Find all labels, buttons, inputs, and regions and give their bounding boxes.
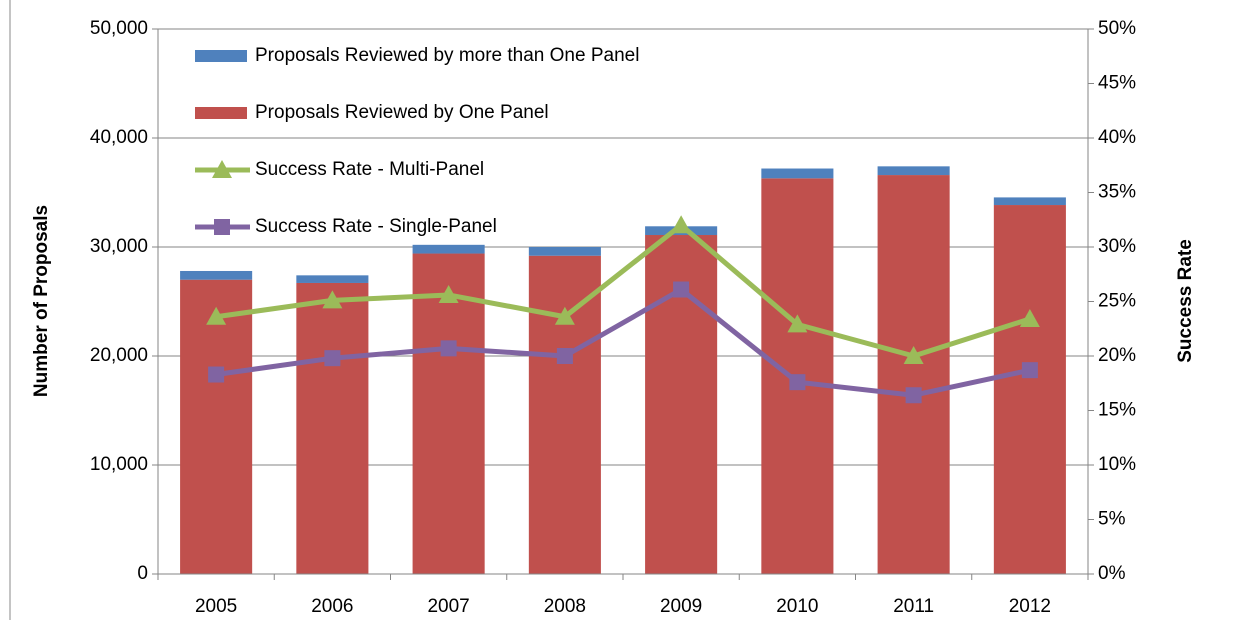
y2-tick-label: 10% bbox=[1098, 454, 1136, 475]
x-tick-label: 2005 bbox=[195, 596, 237, 617]
bar-segment bbox=[761, 168, 834, 179]
line-marker bbox=[206, 306, 227, 325]
x-tick-label: 2010 bbox=[776, 596, 818, 617]
bar-segment bbox=[296, 275, 369, 283]
line-marker bbox=[671, 215, 692, 234]
y2-tick-label: 0% bbox=[1098, 563, 1126, 584]
bar-segment bbox=[528, 247, 601, 256]
legend-label: Proposals Reviewed by One Panel bbox=[255, 102, 549, 123]
line-marker bbox=[673, 281, 690, 298]
line-marker bbox=[556, 348, 573, 364]
bar-segment bbox=[412, 253, 485, 575]
line-marker bbox=[1021, 362, 1038, 379]
y-tick-label: 10,000 bbox=[90, 454, 148, 475]
line-marker bbox=[208, 366, 225, 383]
y2-tick-label: 45% bbox=[1098, 73, 1136, 94]
legend-marker bbox=[214, 219, 230, 235]
line-marker bbox=[903, 346, 924, 364]
y2-axis-title: Success Rate bbox=[1175, 239, 1196, 363]
legend-swatch bbox=[195, 50, 247, 62]
line bbox=[215, 287, 1031, 398]
line-marker bbox=[1019, 308, 1040, 327]
bar-segment bbox=[877, 166, 950, 176]
line-marker bbox=[905, 387, 922, 404]
line-marker bbox=[440, 340, 457, 357]
y2-tick-label: 50% bbox=[1098, 18, 1136, 39]
line-marker bbox=[322, 290, 343, 309]
y-tick-label: 30,000 bbox=[90, 236, 148, 257]
line-marker bbox=[787, 314, 808, 333]
y2-tick-label: 40% bbox=[1098, 127, 1136, 148]
bar-segment bbox=[180, 270, 253, 280]
line-marker bbox=[554, 306, 575, 325]
x-tick-label: 2012 bbox=[1009, 596, 1051, 617]
y-tick-label: 0 bbox=[137, 563, 148, 584]
y2-tick-label: 35% bbox=[1098, 182, 1136, 203]
legend-label: Success Rate - Single-Panel bbox=[255, 216, 497, 237]
bar-segment bbox=[877, 175, 950, 574]
y2-tick-label: 25% bbox=[1098, 291, 1136, 312]
y2-tick-label: 15% bbox=[1098, 400, 1136, 421]
y-axis-title: Number of Proposals bbox=[31, 205, 52, 397]
y2-tick-label: 30% bbox=[1098, 236, 1136, 257]
legend-swatch bbox=[195, 107, 247, 119]
y2-tick-label: 5% bbox=[1098, 509, 1126, 530]
y-tick-label: 50,000 bbox=[90, 18, 148, 39]
x-tick-label: 2007 bbox=[427, 596, 469, 617]
legend-marker bbox=[212, 160, 232, 178]
legend-label: Success Rate - Multi-Panel bbox=[255, 159, 484, 180]
bar-segment bbox=[412, 244, 485, 254]
bar-segment bbox=[993, 205, 1066, 574]
x-tick-label: 2011 bbox=[893, 596, 934, 617]
x-tick-label: 2009 bbox=[660, 596, 702, 617]
line-marker bbox=[438, 284, 459, 303]
y2-tick-label: 20% bbox=[1098, 345, 1136, 366]
line-marker bbox=[324, 350, 341, 367]
bar-segment bbox=[528, 255, 601, 574]
x-tick-label: 2008 bbox=[544, 596, 586, 617]
bar-segment bbox=[296, 282, 369, 574]
x-tick-label: 2006 bbox=[311, 596, 353, 617]
legend-label: Proposals Reviewed by more than One Pane… bbox=[255, 45, 639, 66]
bar-segment bbox=[993, 197, 1066, 206]
y-tick-label: 40,000 bbox=[90, 127, 148, 148]
line bbox=[215, 222, 1031, 359]
line-marker bbox=[789, 374, 806, 391]
bar-segment bbox=[180, 279, 253, 574]
y-tick-label: 20,000 bbox=[90, 345, 148, 366]
